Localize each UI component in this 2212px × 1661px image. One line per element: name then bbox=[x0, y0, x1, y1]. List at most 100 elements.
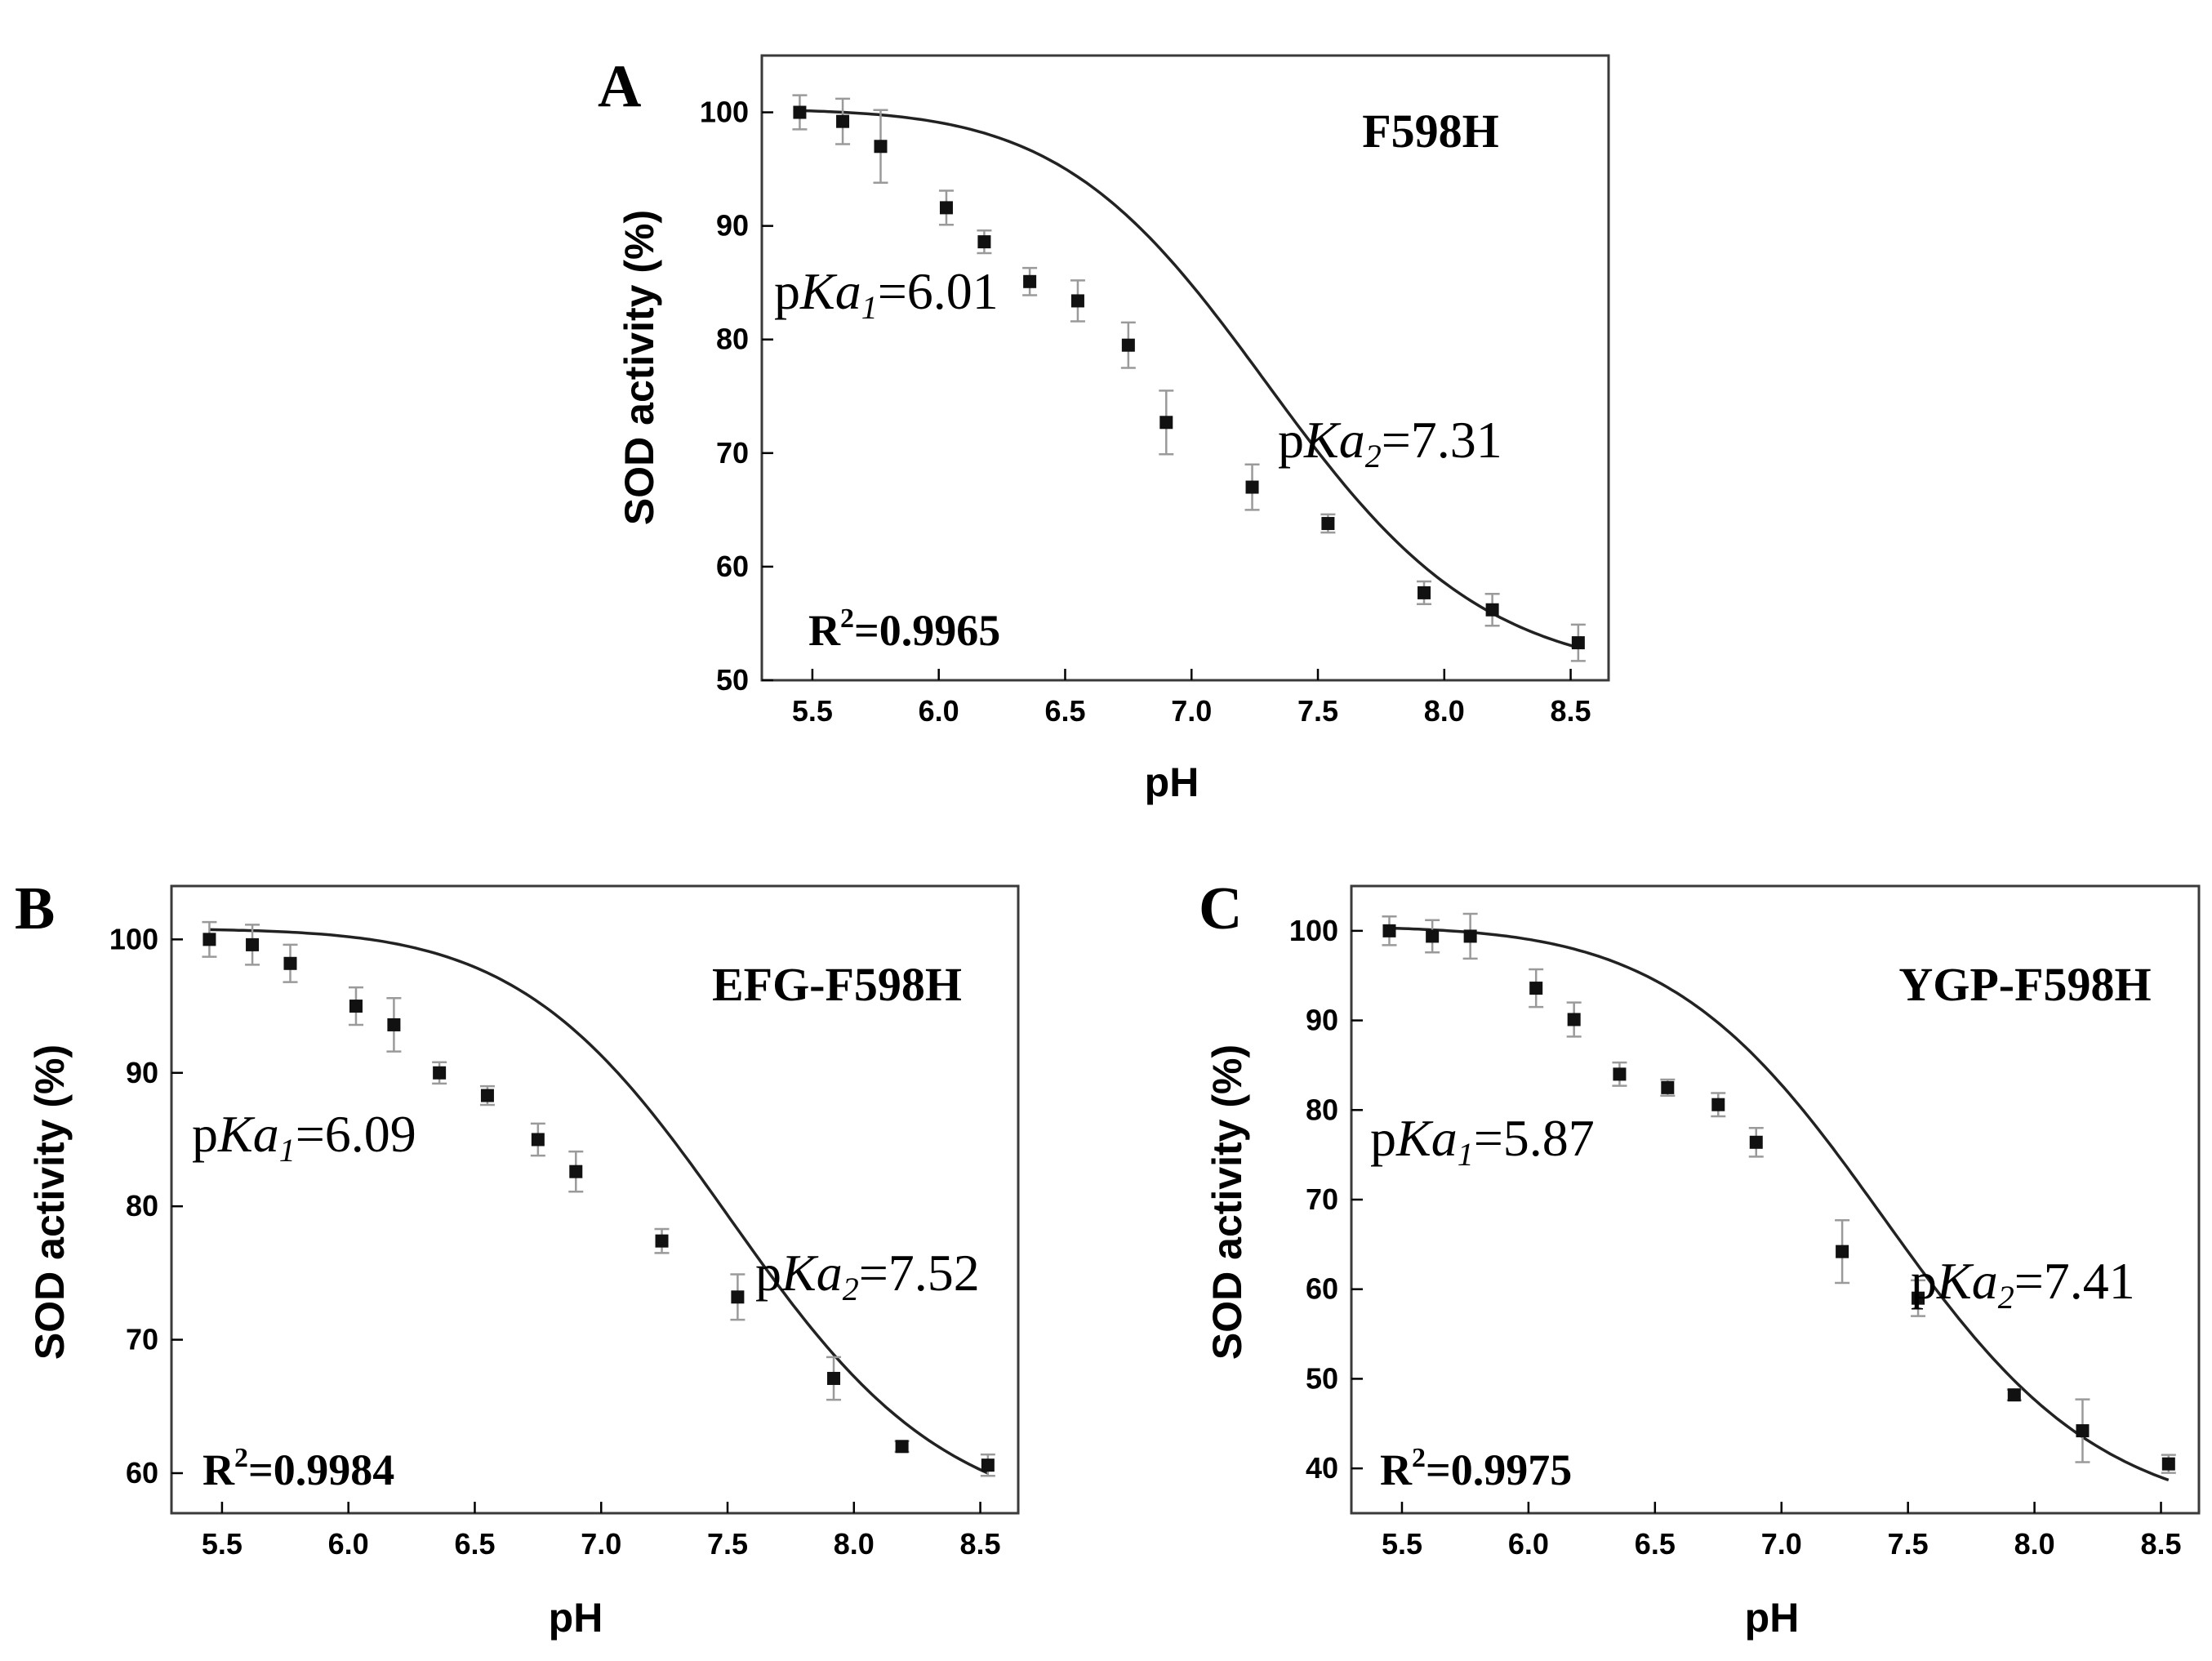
x-tick-label: 7.5 bbox=[1888, 1527, 1929, 1561]
x-tick-label: 7.5 bbox=[1297, 694, 1338, 728]
y-tick-label: 70 bbox=[716, 436, 749, 470]
data-point bbox=[836, 114, 850, 128]
data-point bbox=[827, 1371, 841, 1385]
x-tick-label: 8.0 bbox=[1424, 694, 1465, 728]
data-point bbox=[731, 1290, 745, 1304]
data-point bbox=[793, 105, 807, 119]
data-point bbox=[433, 1066, 447, 1080]
data-point bbox=[1463, 929, 1477, 943]
data-point bbox=[246, 937, 260, 951]
data-point bbox=[1613, 1067, 1627, 1081]
x-tick-label: 6.5 bbox=[1635, 1527, 1676, 1561]
fit-curve bbox=[799, 109, 1579, 649]
data-point bbox=[939, 201, 953, 215]
pka1-annotation: pKa1=5.87 bbox=[1370, 1109, 1595, 1173]
data-point bbox=[1121, 338, 1135, 352]
x-tick-label: 7.0 bbox=[581, 1527, 621, 1561]
data-point bbox=[1529, 982, 1543, 995]
fit-curve bbox=[1389, 926, 2170, 1482]
y-tick-label: 80 bbox=[126, 1189, 158, 1222]
data-point bbox=[874, 140, 888, 154]
x-tick-label: 7.0 bbox=[1761, 1527, 1802, 1561]
y-tick-label: 70 bbox=[1306, 1182, 1338, 1216]
data-point bbox=[1912, 1291, 1925, 1305]
data-point bbox=[531, 1133, 545, 1147]
x-tick-label: 8.5 bbox=[2140, 1527, 2181, 1561]
pka1-annotation: pKa1=6.01 bbox=[774, 262, 999, 326]
plot-frame bbox=[760, 54, 1610, 682]
y-axis-title: SOD activity (%) bbox=[616, 210, 662, 525]
data-point bbox=[895, 1440, 909, 1454]
x-axis-title: pH bbox=[1145, 759, 1199, 805]
data-point bbox=[2161, 1457, 2175, 1471]
y-tick-label: 60 bbox=[716, 550, 749, 583]
data-point bbox=[283, 956, 297, 970]
data-point bbox=[655, 1234, 669, 1248]
plot-frame bbox=[170, 884, 1020, 1515]
data-point bbox=[1245, 480, 1259, 494]
x-tick-label: 6.0 bbox=[919, 694, 959, 728]
data-point bbox=[1070, 294, 1084, 308]
panel-a: A 5.5 6.0 6.5 7.0 7.5 8.0 8.5 50 60 70 80 90 100 pH SOD… bbox=[598, 53, 1610, 805]
pka2-annotation: pKa2=7.52 bbox=[755, 1244, 980, 1307]
y-axis-title: SOD activity (%) bbox=[27, 1044, 73, 1360]
data-point bbox=[1321, 517, 1335, 531]
x-tick-label: 8.0 bbox=[2014, 1527, 2055, 1561]
data-point bbox=[569, 1164, 583, 1178]
data-point bbox=[981, 1458, 995, 1472]
y-tick-label: 100 bbox=[1289, 914, 1338, 947]
y-tick-label: 90 bbox=[126, 1056, 158, 1089]
y-tick-label: 100 bbox=[700, 96, 749, 129]
y-tick-label: 70 bbox=[126, 1323, 158, 1356]
data-point bbox=[387, 1018, 401, 1031]
data-point bbox=[1382, 924, 1396, 937]
y-tick-label: 40 bbox=[1306, 1451, 1338, 1485]
y-tick-label: 60 bbox=[126, 1456, 158, 1490]
y-tick-label: 80 bbox=[716, 323, 749, 356]
r-squared-annotation: R2=0.9984 bbox=[203, 1443, 394, 1494]
data-point bbox=[203, 933, 216, 946]
data-point bbox=[1749, 1135, 1763, 1149]
panel-c: C 5.5 6.0 6.5 7.0 7.5 8.0 8.5 40 50 60 70 80 90 100 pH S… bbox=[1199, 875, 2201, 1641]
data-point bbox=[1023, 274, 1037, 288]
data-point bbox=[1567, 1013, 1581, 1026]
data-point bbox=[2007, 1388, 2021, 1402]
x-tick-label: 5.5 bbox=[1382, 1527, 1422, 1561]
pka2-annotation: pKa2=7.41 bbox=[1911, 1252, 2135, 1316]
data-point bbox=[1711, 1098, 1725, 1111]
data-point bbox=[2076, 1424, 2090, 1438]
fit-curve bbox=[209, 928, 989, 1475]
y-tick-label: 90 bbox=[716, 209, 749, 243]
x-tick-label: 6.5 bbox=[1044, 694, 1085, 728]
r-squared-annotation: R2=0.9975 bbox=[1380, 1443, 1572, 1494]
x-tick-label: 5.5 bbox=[792, 694, 833, 728]
x-tick-label: 6.0 bbox=[1508, 1527, 1549, 1561]
pka1-annotation: pKa1=6.09 bbox=[192, 1105, 416, 1169]
y-tick-label: 90 bbox=[1306, 1004, 1338, 1037]
x-tick-label: 7.5 bbox=[707, 1527, 748, 1561]
x-tick-label: 5.5 bbox=[202, 1527, 243, 1561]
data-point bbox=[1426, 929, 1440, 943]
x-tick-label: 8.5 bbox=[960, 1527, 1001, 1561]
sample-label: EFG-F598H bbox=[712, 958, 962, 1011]
y-tick-label: 60 bbox=[1306, 1272, 1338, 1306]
sample-label: YGP-F598H bbox=[1898, 958, 2151, 1011]
x-tick-label: 8.5 bbox=[1551, 694, 1591, 728]
x-tick-label: 8.0 bbox=[834, 1527, 875, 1561]
data-point bbox=[349, 1000, 363, 1013]
data-point bbox=[1836, 1245, 1849, 1258]
data-point bbox=[977, 235, 991, 249]
y-tick-label: 100 bbox=[109, 922, 158, 955]
y-tick-label: 80 bbox=[1306, 1093, 1338, 1126]
r-squared-annotation: R2=0.9965 bbox=[808, 603, 1000, 655]
sample-label: F598H bbox=[1362, 105, 1499, 158]
x-tick-label: 6.0 bbox=[328, 1527, 369, 1561]
y-tick-label: 50 bbox=[716, 663, 749, 697]
x-tick-label: 6.5 bbox=[454, 1527, 495, 1561]
data-point bbox=[1159, 416, 1173, 430]
x-axis-title: pH bbox=[549, 1595, 603, 1641]
data-point bbox=[1418, 586, 1431, 599]
panel-letter: A bbox=[598, 53, 641, 120]
data-point bbox=[1571, 636, 1585, 650]
